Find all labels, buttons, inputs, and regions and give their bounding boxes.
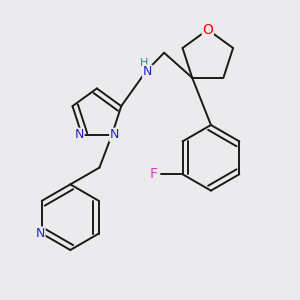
Text: F: F [150, 167, 158, 181]
Text: N: N [75, 128, 84, 141]
Text: N: N [36, 227, 45, 240]
Text: N: N [143, 65, 152, 78]
Text: H: H [140, 58, 148, 68]
Text: O: O [202, 23, 213, 37]
Text: N: N [110, 128, 119, 141]
